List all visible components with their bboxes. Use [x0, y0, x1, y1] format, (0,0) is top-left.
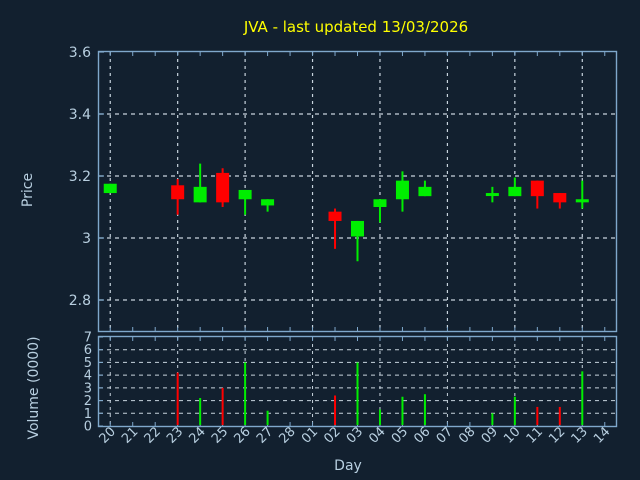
volume-tick-label: 7 [84, 331, 92, 346]
volume-panel-frame [97, 335, 618, 428]
volume-tick-label: 0 [84, 420, 92, 435]
candle-body [238, 189, 252, 200]
candle-body [508, 186, 522, 197]
volume-tick-label: 3 [84, 381, 92, 396]
candle-25 [216, 168, 230, 207]
candle-body [216, 172, 230, 203]
candle-26 [238, 189, 252, 215]
candle-20 [103, 183, 117, 194]
volume-axis-label: Volume (0000) [26, 336, 42, 439]
price-tick-label: 3.6 [69, 45, 91, 61]
volume-tick-label: 1 [84, 407, 92, 422]
candle-02 [328, 208, 342, 249]
candle-body [418, 186, 432, 197]
price-tick-label: 3 [82, 231, 91, 247]
price-tick-label: 2.8 [69, 293, 91, 309]
candle-body [351, 220, 364, 237]
candle-06 [418, 180, 432, 197]
candle-body [373, 199, 387, 207]
volume-tick-label: 5 [84, 356, 92, 371]
candle-04 [373, 199, 387, 223]
candle-body [575, 199, 589, 203]
candle-05 [395, 171, 409, 212]
candle-body [553, 193, 567, 203]
candle-11 [530, 180, 544, 209]
price-tick-label: 3.2 [69, 169, 91, 185]
candle-12 [553, 193, 567, 209]
candle-09 [485, 186, 499, 203]
candle-23 [171, 179, 185, 215]
volume-tick-label: 2 [84, 394, 92, 409]
candle-03 [351, 220, 364, 262]
day-axis-label: Day [334, 458, 362, 474]
candle-body [103, 183, 117, 194]
candle-body [171, 185, 185, 200]
chart-title: JVA - last updated 13/03/2026 [243, 18, 468, 36]
candle-body [530, 180, 544, 197]
price-axis-label: Price [20, 173, 36, 207]
candle-24 [193, 163, 207, 203]
price-tick-label: 3.4 [69, 107, 91, 123]
volume-tick-label: 4 [84, 369, 92, 384]
candle-body [485, 193, 499, 197]
candle-10 [508, 177, 522, 197]
candle-body [328, 211, 342, 221]
volume-bar-series [176, 362, 584, 425]
price-axis-ticks: 3.6 3.4 3.2 3 2.8 [69, 45, 104, 309]
candle-body [261, 199, 275, 206]
candle-13 [575, 180, 589, 209]
candle-body [395, 180, 409, 200]
candle-27 [261, 199, 275, 212]
volume-tick-label: 6 [84, 343, 92, 358]
price-panel-frame [97, 50, 618, 333]
candlestick-series [103, 163, 589, 262]
candle-body [193, 186, 207, 203]
